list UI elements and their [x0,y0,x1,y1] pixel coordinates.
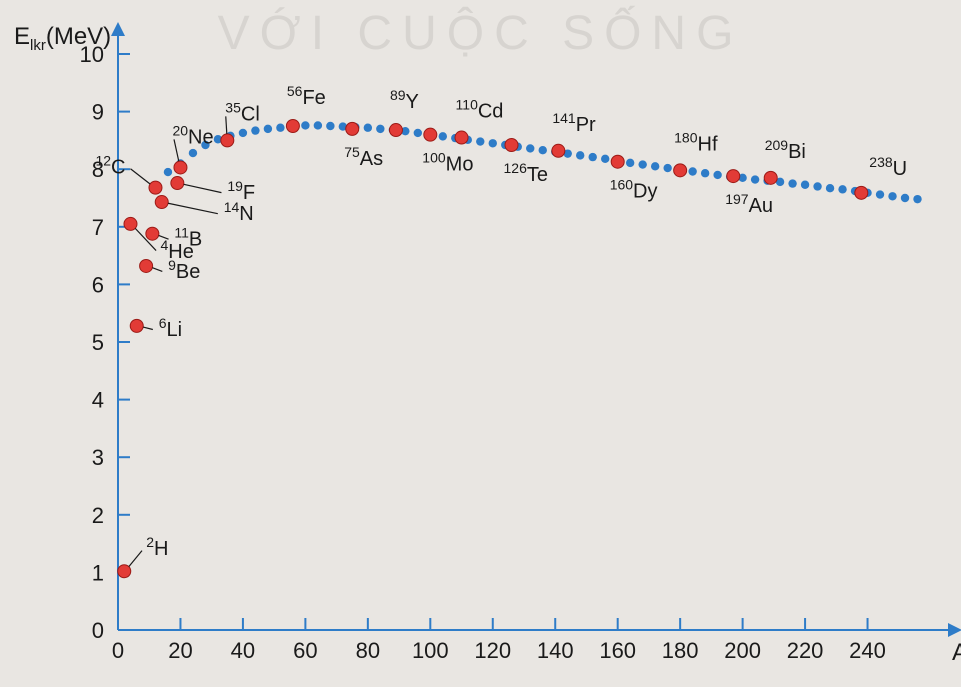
isotope-labels: 2H6Li9Be11B4He12C14N19F20Ne35Cl56Fe75As8… [95,83,907,567]
svg-text:220: 220 [787,638,824,663]
isotope-label: 75As [344,144,383,170]
isotope-label: 180Hf [674,129,718,155]
svg-text:3: 3 [92,445,104,470]
isotope-label: 141Pr [552,110,596,136]
svg-text:240: 240 [849,638,886,663]
isotope-label: 209Bi [765,137,806,163]
svg-text:9: 9 [92,100,104,125]
isotope-label: 238U [869,154,907,180]
svg-text:0: 0 [92,618,104,643]
isotope-label: 197Au [725,191,773,217]
isotope-label: 126Te [504,160,548,186]
svg-text:0: 0 [112,638,124,663]
svg-text:4: 4 [92,388,104,413]
isotope-label: 4He [160,237,193,263]
isotope-label: 89Y [390,87,419,113]
svg-text:200: 200 [724,638,761,663]
svg-text:6: 6 [92,272,104,297]
isotope-label: 20Ne [172,122,213,148]
svg-text:60: 60 [293,638,317,663]
isotope-label: 56Fe [287,83,326,109]
svg-text:A: A [952,639,961,666]
svg-text:160: 160 [599,638,636,663]
isotope-label: 35Cl [225,99,259,125]
svg-text:Elkr(MeV): Elkr(MeV) [14,23,111,54]
isotope-label: 6Li [159,315,182,341]
isotope-label: 2H [146,534,168,560]
isotope-label: 110Cd [456,97,504,123]
svg-text:2: 2 [92,503,104,528]
svg-text:5: 5 [92,330,104,355]
svg-text:120: 120 [474,638,511,663]
svg-text:40: 40 [231,638,255,663]
trend-dots [151,121,921,203]
svg-text:1: 1 [92,560,104,585]
svg-text:180: 180 [662,638,699,663]
isotope-label: 100Mo [422,150,473,176]
svg-text:100: 100 [412,638,449,663]
svg-text:20: 20 [168,638,192,663]
svg-text:80: 80 [356,638,380,663]
svg-text:140: 140 [537,638,574,663]
svg-text:7: 7 [92,215,104,240]
isotope-label: 160Dy [610,177,658,203]
binding-energy-chart: 0 20 40 60 80 100 120 140 160 180 200 220 240 A 0 1 2 3 4 5… [0,0,961,687]
